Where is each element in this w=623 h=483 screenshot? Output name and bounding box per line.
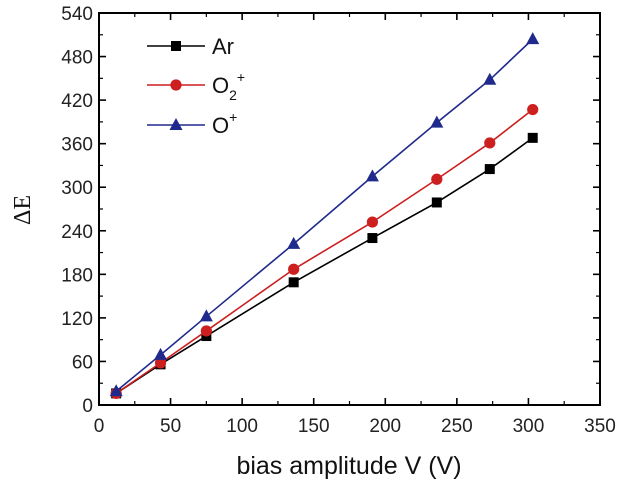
data-point-o2	[288, 263, 300, 275]
data-point-o2	[431, 173, 443, 185]
data-point-o2	[200, 325, 212, 337]
y-tick-label: 300	[61, 178, 93, 199]
y-tick-label: 240	[61, 222, 93, 243]
legend-marker-oplus	[169, 118, 183, 130]
legend-marker-o2	[170, 79, 182, 91]
data-point-ar	[527, 132, 538, 143]
series-layer	[109, 32, 540, 399]
x-tick-label: 300	[513, 416, 545, 437]
data-point-oplus	[365, 169, 379, 182]
data-point-ar	[288, 277, 299, 288]
legend-marker-ar	[171, 41, 181, 51]
data-point-o2	[484, 137, 496, 149]
y-tick-label: 540	[61, 4, 93, 25]
data-point-ar	[484, 164, 495, 175]
series-line-ar	[115, 137, 534, 395]
data-point-oplus	[526, 32, 540, 45]
legend-label-ar: Ar	[212, 34, 234, 59]
x-tick-label: 200	[369, 416, 401, 437]
data-point-oplus	[483, 72, 497, 85]
data-point-o2	[154, 357, 167, 369]
y-tick-label: 0	[82, 396, 93, 417]
legend-label-oplus: O+	[212, 109, 237, 138]
data-point-ar	[367, 233, 378, 244]
y-tick-label: 60	[72, 352, 93, 373]
series-line-oplus	[115, 38, 534, 392]
y-tick-label: 360	[61, 135, 93, 156]
y-tick-label: 120	[61, 309, 93, 330]
data-point-ar	[431, 197, 442, 208]
data-point-oplus	[287, 236, 301, 249]
data-point-oplus	[430, 115, 444, 128]
x-tick-label: 250	[441, 416, 473, 437]
y-tick-label: 420	[61, 91, 93, 112]
data-point-oplus	[199, 309, 213, 322]
data-point-oplus	[109, 384, 123, 397]
axis-ticks: 0 50 100 150 200 250 300 350 0 60 120 180 240 300 360 4…	[61, 4, 616, 437]
x-tick-label: 50	[160, 416, 181, 437]
legend: Ar O2+ O+	[147, 34, 245, 138]
x-tick-label: 0	[94, 416, 105, 437]
y-tick-label: 180	[61, 265, 93, 286]
legend-label-o2: O2+	[212, 69, 245, 103]
plot-frame	[98, 12, 601, 406]
x-axis-title: bias amplitude V (V)	[236, 452, 461, 480]
data-point-o2	[527, 103, 539, 116]
y-axis-title: ΔE	[10, 195, 36, 225]
y-tick-label: 480	[61, 48, 93, 69]
data-point-oplus	[154, 347, 168, 360]
x-tick-label: 150	[298, 416, 330, 437]
x-tick-label: 350	[584, 416, 616, 437]
data-point-o2	[366, 216, 379, 228]
x-tick-label: 100	[226, 416, 258, 437]
series-line-o2	[115, 108, 534, 395]
